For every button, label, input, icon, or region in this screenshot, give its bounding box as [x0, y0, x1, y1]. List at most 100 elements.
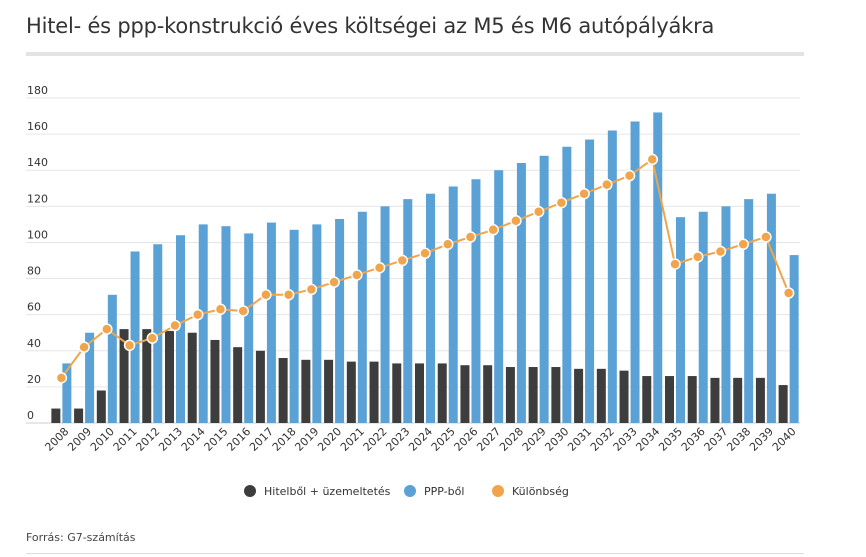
bar-hitel [392, 363, 402, 423]
x-tick-label: 2015 [202, 425, 231, 454]
difference-point [623, 169, 636, 182]
difference-point [101, 323, 113, 335]
bar-ppp [630, 121, 640, 423]
bar-ppp [607, 130, 617, 423]
bar-hitel [165, 330, 174, 423]
difference-point [214, 303, 227, 315]
difference-point [419, 247, 431, 260]
bar-ppp [721, 206, 731, 423]
x-tick-label: 2013 [156, 425, 185, 454]
bar-ppp [266, 222, 276, 423]
x-tick-label: 2026 [452, 425, 481, 454]
x-tick-label: 2020 [315, 425, 344, 454]
y-tick-label: 20 [27, 373, 41, 386]
x-tick-label: 2039 [747, 425, 776, 454]
x-tick-label: 2035 [656, 425, 685, 454]
bar-ppp [562, 146, 572, 423]
legend-marker [492, 485, 504, 497]
x-tick-label: 2036 [679, 425, 708, 454]
legend: Hitelből + üzemeltetés PPP-ből Különbség [244, 485, 569, 498]
bar-ppp [221, 226, 231, 423]
difference-point [601, 178, 613, 191]
bar-hitel [233, 347, 243, 423]
difference-point [532, 206, 545, 218]
bar-ppp [676, 217, 685, 423]
difference-point [55, 372, 68, 384]
x-tick-label: 2034 [633, 425, 662, 454]
bar-hitel [415, 363, 424, 423]
y-axis-ticks: 0 20 40 60 80 100 120 140 160 180 [27, 84, 48, 422]
x-tick-label: 2033 [611, 425, 640, 454]
difference-point [555, 196, 568, 209]
bar-hitel [778, 385, 788, 423]
x-tick-label: 2027 [474, 425, 503, 454]
y-tick-label: 140 [27, 156, 48, 169]
chart-title: Hitel- és ppp-konstrukció éves költségei… [26, 14, 715, 38]
x-tick-label: 2018 [270, 425, 299, 454]
bar-hitel [346, 361, 356, 423]
bar-ppp [539, 155, 549, 423]
x-tick-label: 2009 [65, 425, 94, 454]
legend-label: Különbség [512, 485, 569, 498]
x-tick-label: 2037 [702, 425, 731, 454]
bar-ppp [698, 211, 708, 423]
x-tick-label: 2008 [42, 425, 71, 454]
bar-ppp [789, 255, 799, 423]
bar-hitel [460, 365, 470, 423]
bar-hitel [51, 408, 61, 423]
bar-hitel [74, 408, 84, 423]
legend-marker [244, 485, 256, 497]
y-tick-label: 80 [27, 265, 41, 278]
x-tick-label: 2029 [520, 425, 549, 454]
bar-hitel [665, 376, 674, 423]
difference-point [487, 224, 499, 236]
bars [51, 112, 799, 423]
bar-ppp [494, 170, 504, 423]
bar-hitel [142, 329, 152, 423]
y-tick-label: 120 [27, 192, 48, 205]
bar-ppp [403, 199, 413, 423]
difference-point [782, 287, 795, 299]
difference-point [260, 289, 272, 301]
bottom-divider [26, 553, 804, 554]
bar-ppp [312, 224, 322, 423]
bar-ppp [244, 233, 254, 423]
bar-hitel [596, 368, 606, 423]
legend-label: Hitelből + üzemeltetés [264, 485, 391, 498]
bar-ppp [471, 179, 481, 423]
difference-point [351, 269, 363, 281]
x-tick-label: 2016 [224, 425, 253, 454]
bar-hitel [437, 363, 447, 423]
bar-ppp [448, 186, 458, 423]
x-axis-ticks: 2008200920102011201220132014201520162017… [42, 425, 798, 454]
difference-point [578, 187, 590, 200]
x-tick-label: 2030 [542, 425, 571, 454]
difference-point [191, 308, 204, 321]
bar-ppp [130, 251, 140, 423]
difference-point [237, 305, 249, 317]
difference-point [441, 238, 454, 250]
y-tick-label: 100 [27, 228, 48, 241]
difference-point [737, 238, 749, 250]
bar-hitel [687, 376, 697, 423]
legend-label: PPP-ből [424, 485, 464, 498]
difference-point [669, 258, 681, 270]
x-tick-label: 2023 [383, 425, 412, 454]
bar-ppp [153, 244, 163, 423]
bar-ppp [289, 229, 299, 423]
difference-point [646, 153, 659, 166]
x-tick-label: 2014 [179, 425, 208, 454]
x-tick-label: 2019 [292, 425, 321, 454]
bar-hitel [210, 339, 220, 423]
difference-point [691, 251, 704, 263]
x-tick-label: 2010 [88, 425, 117, 454]
bar-hitel [551, 367, 561, 423]
bar-hitel [755, 377, 765, 423]
bar-ppp [426, 193, 435, 423]
bar-ppp [585, 139, 595, 423]
bar-ppp [653, 112, 663, 423]
x-tick-label: 2011 [111, 425, 140, 454]
legend-marker [404, 485, 416, 497]
difference-point [169, 319, 181, 332]
x-tick-label: 2012 [133, 425, 162, 454]
